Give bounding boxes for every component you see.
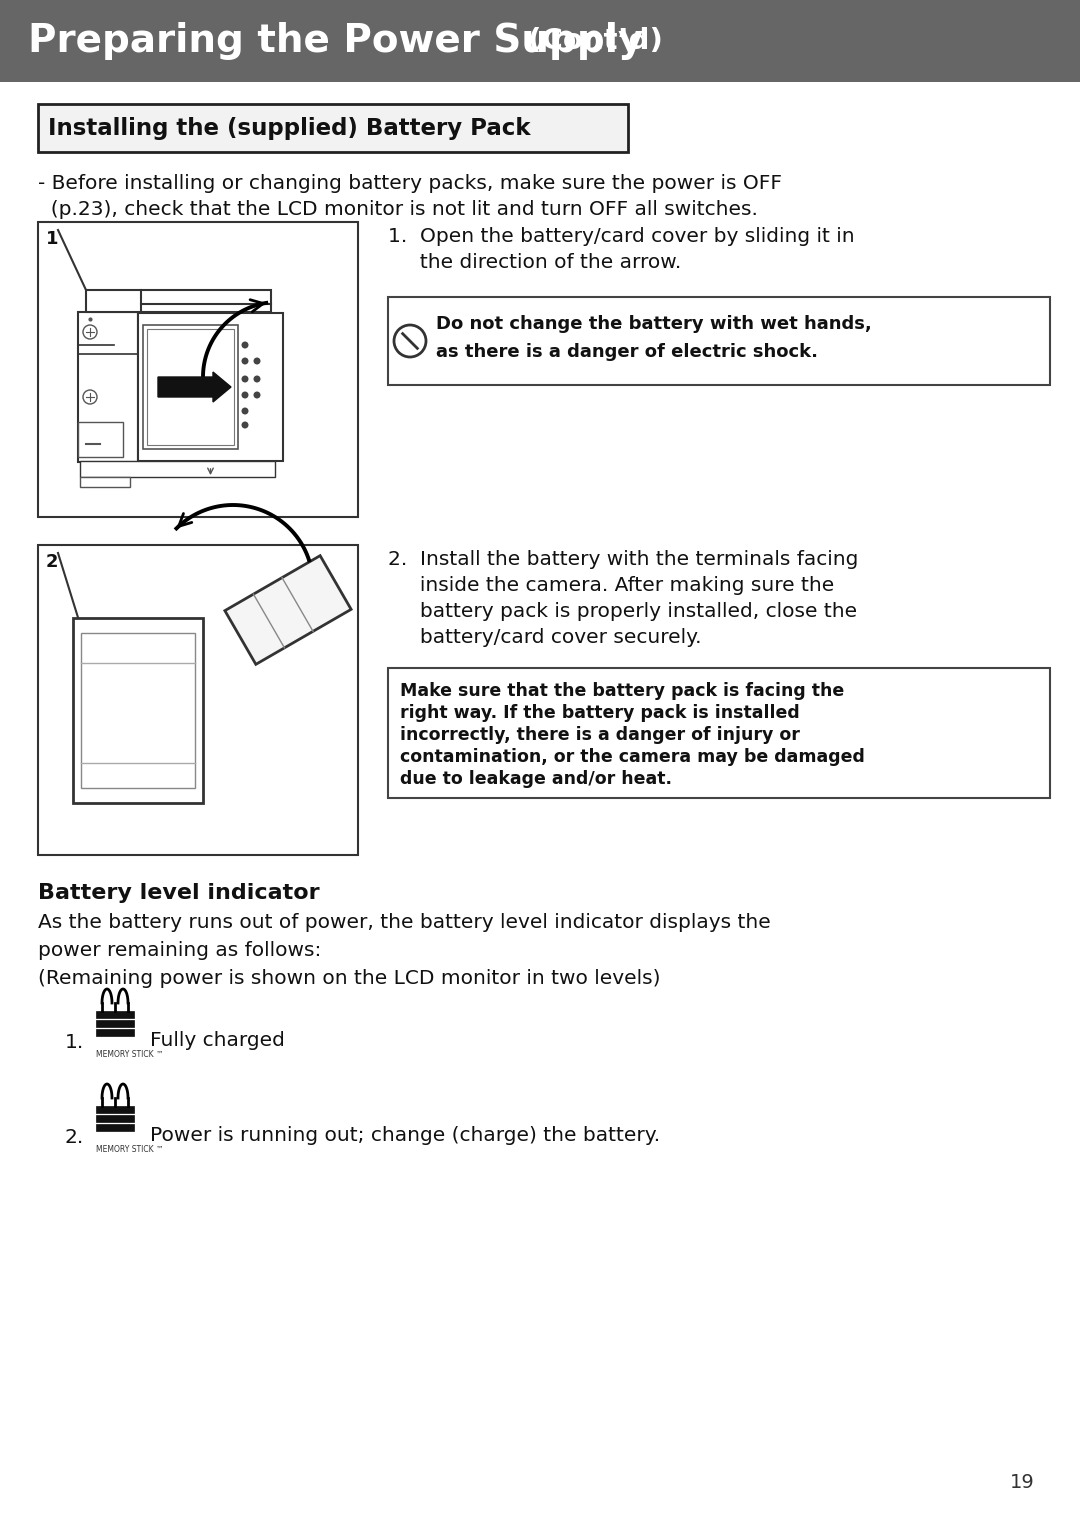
- Circle shape: [242, 376, 248, 382]
- Bar: [38, 103, 627, 152]
- Text: contamination, or the camera may be damaged: contamination, or the camera may be dama…: [400, 748, 865, 767]
- Text: (p.23), check that the LCD monitor is not lit and turn OFF all switches.: (p.23), check that the LCD monitor is no…: [38, 199, 758, 219]
- Text: right way. If the battery pack is installed: right way. If the battery pack is instal…: [400, 704, 800, 722]
- Circle shape: [394, 325, 426, 357]
- Circle shape: [254, 391, 260, 399]
- Text: 1.  Open the battery/card cover by sliding it in: 1. Open the battery/card cover by slidin…: [388, 227, 854, 246]
- Bar: [81, 633, 195, 788]
- Circle shape: [83, 389, 97, 405]
- Text: 1.: 1.: [65, 1033, 84, 1053]
- Polygon shape: [225, 555, 351, 665]
- Circle shape: [242, 421, 248, 429]
- Text: battery pack is properly installed, close the: battery pack is properly installed, clos…: [388, 602, 858, 621]
- Circle shape: [242, 391, 248, 399]
- FancyArrow shape: [158, 373, 231, 402]
- Text: 1: 1: [46, 230, 58, 248]
- Text: As the battery runs out of power, the battery level indicator displays the: As the battery runs out of power, the ba…: [38, 913, 771, 932]
- Bar: [38, 545, 357, 855]
- Bar: [388, 297, 1050, 385]
- Text: 2.: 2.: [65, 1129, 84, 1147]
- Bar: [138, 313, 283, 461]
- Bar: [78, 421, 123, 456]
- Text: Do not change the battery with wet hands,: Do not change the battery with wet hands…: [436, 315, 872, 333]
- Text: 2.  Install the battery with the terminals facing: 2. Install the battery with the terminal…: [388, 551, 859, 569]
- Circle shape: [242, 357, 248, 365]
- Bar: [0, 0, 1080, 82]
- Text: due to leakage and/or heat.: due to leakage and/or heat.: [400, 770, 672, 788]
- Text: MEMORY STICK ™: MEMORY STICK ™: [96, 1049, 164, 1059]
- Bar: [86, 291, 271, 312]
- Text: Installing the (supplied) Battery Pack: Installing the (supplied) Battery Pack: [48, 117, 530, 140]
- Text: battery/card cover securely.: battery/card cover securely.: [388, 628, 702, 646]
- Text: (Cont’d): (Cont’d): [518, 27, 663, 55]
- Text: MEMORY STICK ™: MEMORY STICK ™: [96, 1145, 164, 1154]
- Text: Power is running out; change (charge) the battery.: Power is running out; change (charge) th…: [150, 1126, 660, 1145]
- Bar: [38, 222, 357, 517]
- Text: inside the camera. After making sure the: inside the camera. After making sure the: [388, 576, 834, 595]
- Circle shape: [242, 342, 248, 348]
- Text: as there is a danger of electric shock.: as there is a danger of electric shock.: [436, 344, 818, 360]
- Text: Make sure that the battery pack is facing the: Make sure that the battery pack is facin…: [400, 681, 845, 700]
- Circle shape: [242, 408, 248, 415]
- Bar: [96, 1030, 134, 1036]
- Bar: [96, 1106, 134, 1113]
- Text: power remaining as follows:: power remaining as follows:: [38, 941, 322, 960]
- Text: - Before installing or changing battery packs, make sure the power is OFF: - Before installing or changing battery …: [38, 173, 782, 193]
- Bar: [388, 668, 1050, 799]
- Bar: [73, 618, 203, 803]
- Text: 19: 19: [1010, 1474, 1035, 1492]
- Text: Battery level indicator: Battery level indicator: [38, 884, 320, 903]
- Bar: [78, 312, 138, 462]
- Bar: [80, 461, 275, 478]
- Text: Fully charged: Fully charged: [150, 1031, 285, 1049]
- Bar: [96, 1011, 134, 1018]
- Bar: [143, 325, 238, 449]
- Text: (Remaining power is shown on the LCD monitor in two levels): (Remaining power is shown on the LCD mon…: [38, 969, 661, 989]
- Text: Preparing the Power Supply: Preparing the Power Supply: [28, 21, 644, 59]
- Bar: [80, 478, 130, 487]
- Bar: [96, 1021, 134, 1027]
- Circle shape: [254, 357, 260, 365]
- Bar: [147, 329, 234, 446]
- Circle shape: [83, 325, 97, 339]
- Circle shape: [254, 376, 260, 382]
- Bar: [96, 1115, 134, 1122]
- Text: 2: 2: [46, 554, 58, 570]
- Text: the direction of the arrow.: the direction of the arrow.: [388, 252, 681, 272]
- Text: incorrectly, there is a danger of injury or: incorrectly, there is a danger of injury…: [400, 726, 800, 744]
- Bar: [96, 1124, 134, 1132]
